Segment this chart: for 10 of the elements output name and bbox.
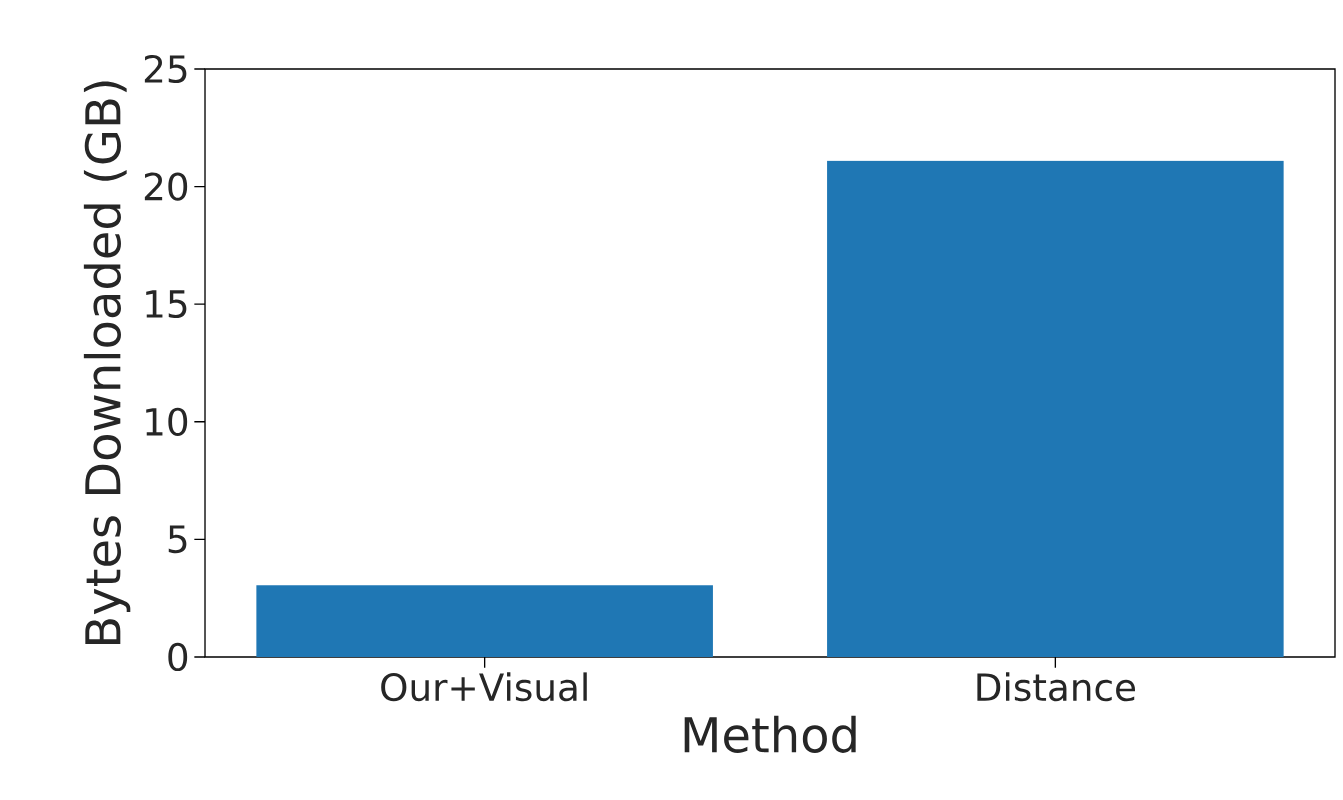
y-tick-label: 0 — [168, 642, 188, 672]
x-tick-label: Distance — [977, 672, 1136, 702]
y-tick-label: 15 — [146, 290, 187, 319]
y-tick-label: 25 — [144, 54, 187, 84]
y-tick-label: 10 — [146, 407, 188, 436]
y-tick-label: 20 — [144, 172, 188, 201]
x-axis-title: Method — [684, 715, 856, 753]
y-axis-title: Bytes Downloaded (GB) — [83, 81, 131, 644]
x-tick-label: Our+Visual — [381, 672, 587, 702]
y-tick-label: 5 — [168, 525, 187, 554]
